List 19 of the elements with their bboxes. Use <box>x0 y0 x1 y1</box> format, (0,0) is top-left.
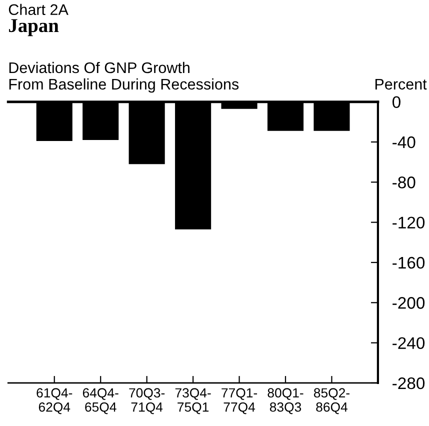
x-tick-label: 80Q1- 83Q3 <box>268 388 304 414</box>
y-tick-label: -240 <box>392 337 425 350</box>
y-tick-label: -120 <box>392 216 425 229</box>
x-tick-label: 73Q4- 75Q1 <box>175 388 211 414</box>
y-tick-label: -160 <box>392 256 425 269</box>
x-tick-label: 61Q4- 62Q4 <box>36 388 72 414</box>
x-tick-label: 77Q1- 77Q4 <box>222 388 258 414</box>
x-tick-label: 64Q4- 65Q4 <box>82 388 118 414</box>
y-tick-label: -80 <box>392 176 416 188</box>
y-tick-label: -200 <box>392 297 425 309</box>
caption: Chart 2A <box>8 4 68 16</box>
y-tick-label: -40 <box>392 136 416 148</box>
y-tick-label: -280 <box>392 377 425 390</box>
x-tick-label: 85Q2- 86Q4 <box>314 388 350 414</box>
x-tick-label: 70Q3- 71Q4 <box>129 388 165 414</box>
y-axis-title: Percent <box>375 78 427 90</box>
y-tick-label: 0 <box>392 96 400 108</box>
chart-subtitle: Deviations Of GNP Growth From Baseline During Recessions <box>9 62 239 93</box>
chart-title: Japan <box>9 19 59 36</box>
